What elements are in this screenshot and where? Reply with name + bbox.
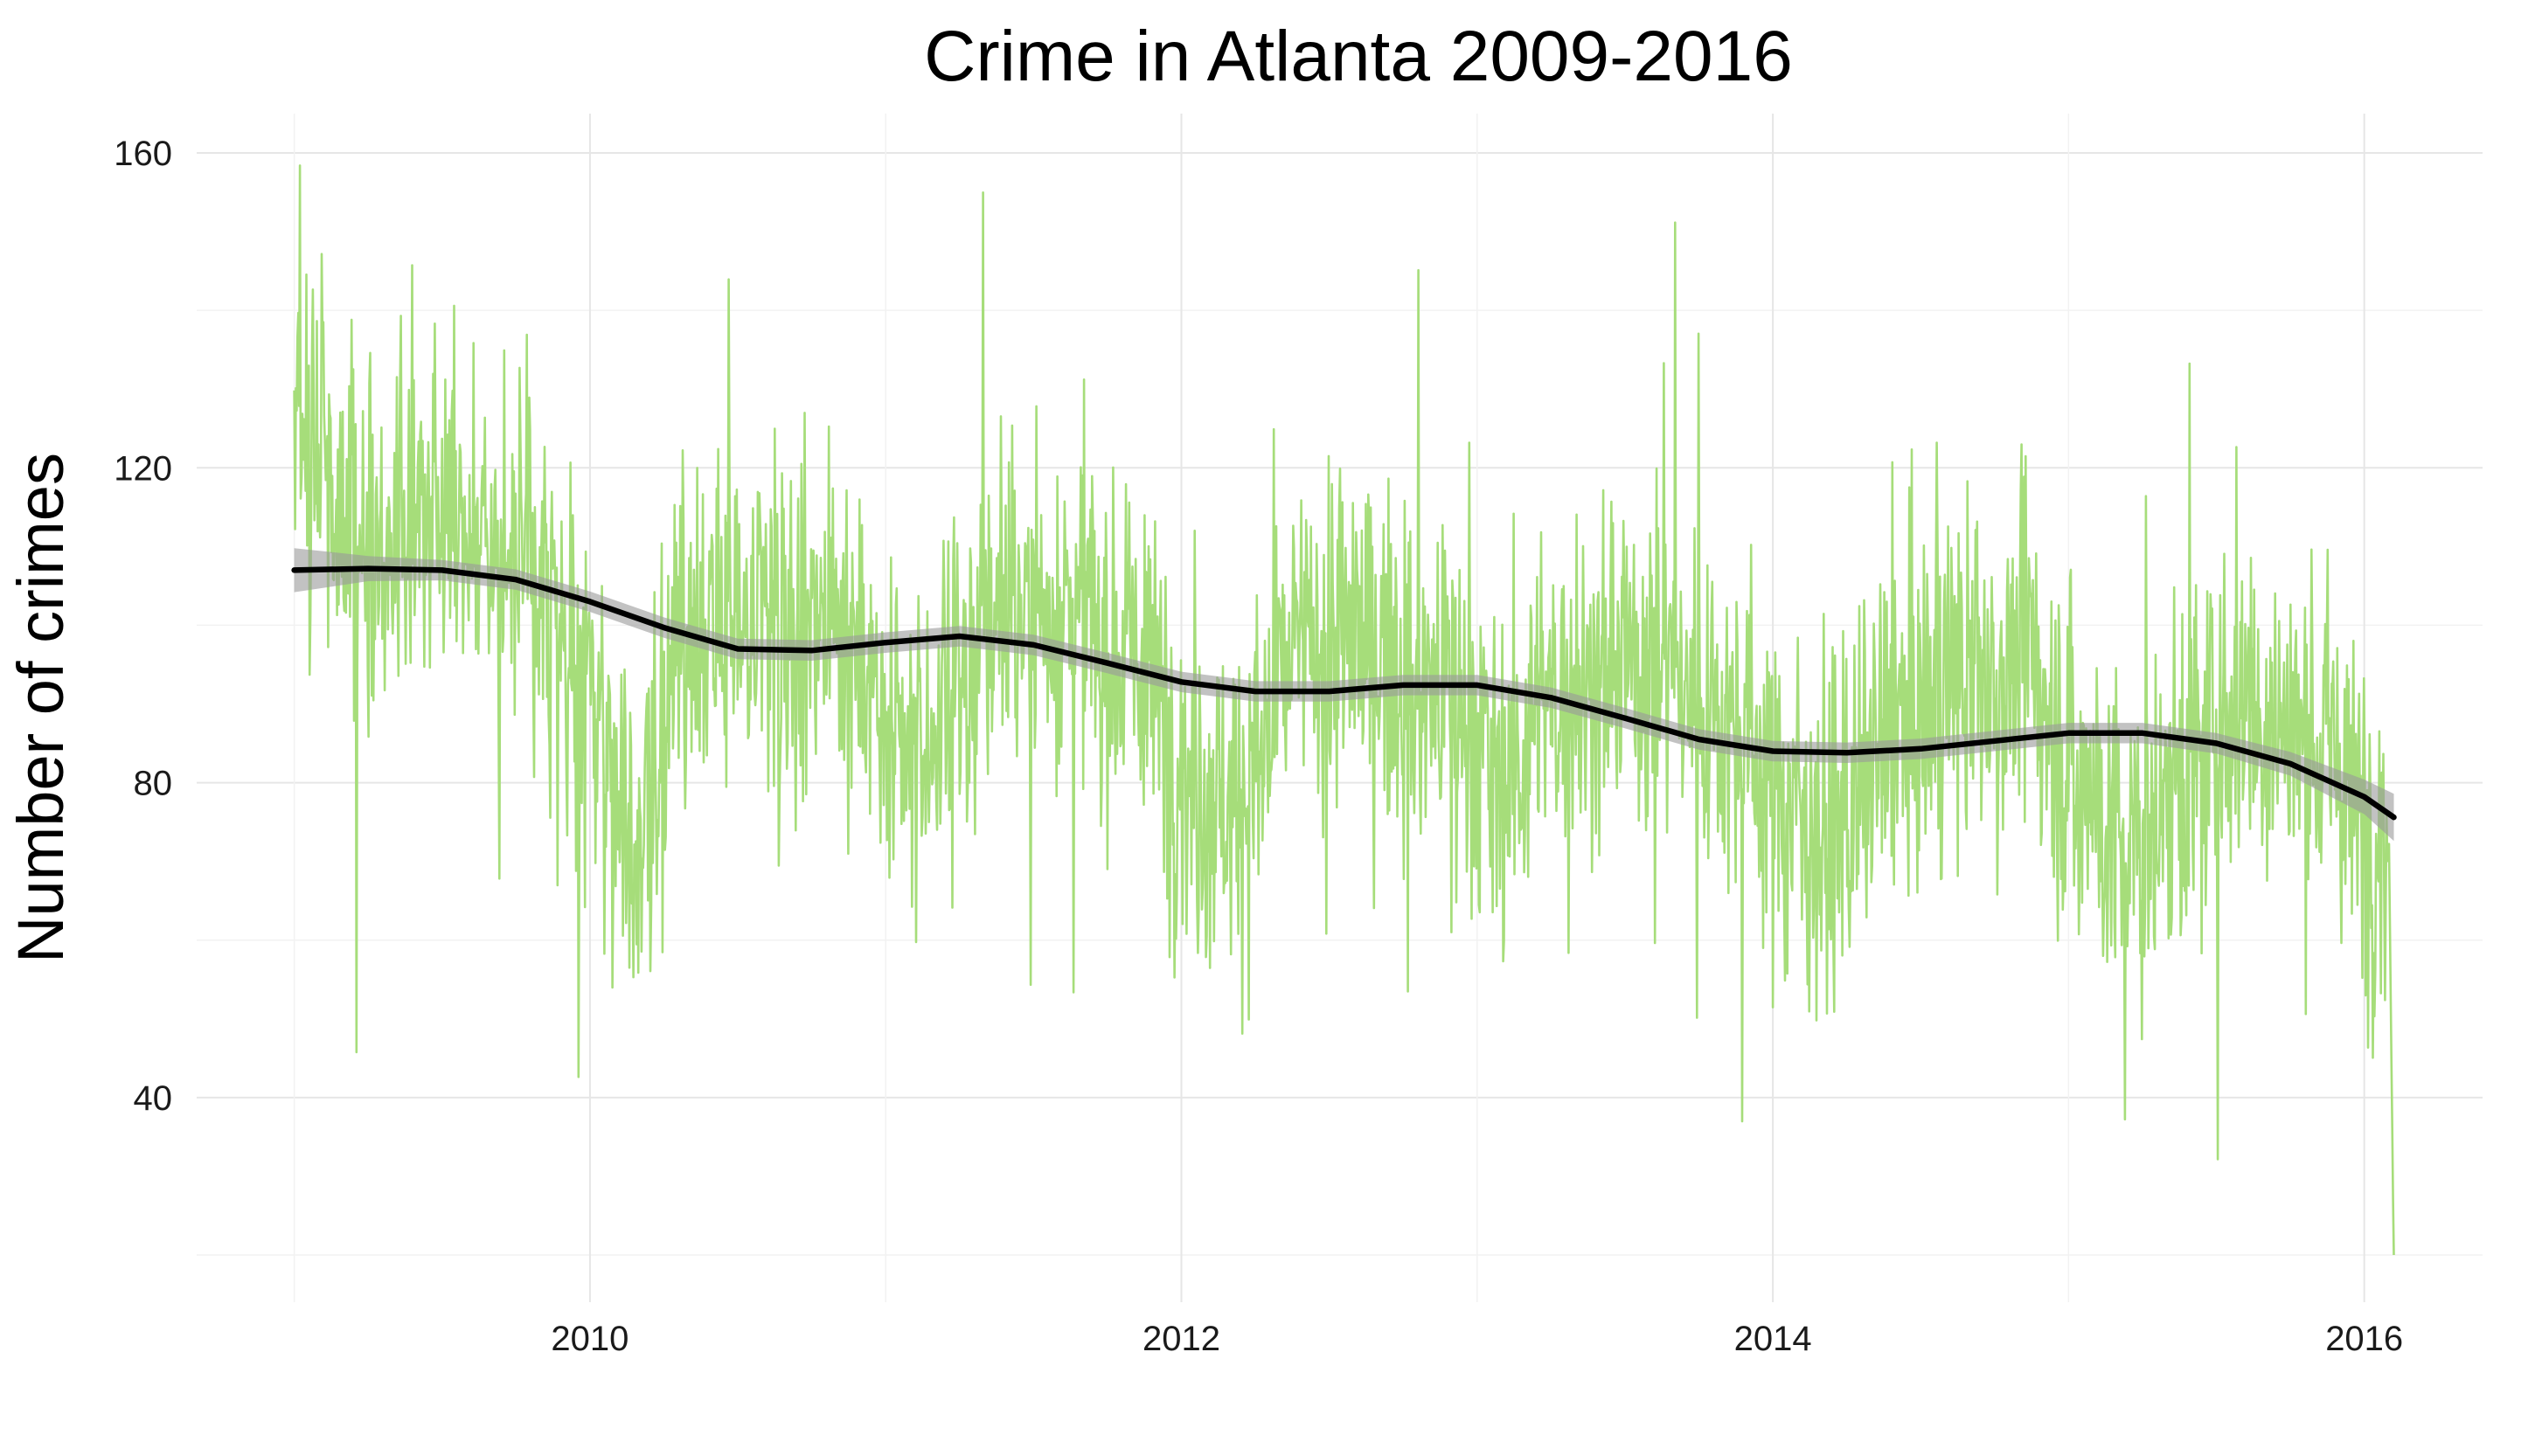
x-tick-label: 2016: [2325, 1320, 2403, 1358]
x-tick-label: 2010: [551, 1320, 629, 1358]
x-axis-ticks: 2010 2012 2014 2016: [551, 1320, 2403, 1358]
y-tick-label: 120: [114, 449, 172, 488]
y-axis-ticks: 40 80 120 160: [114, 135, 172, 1118]
y-axis-label: Number of crimes: [4, 453, 77, 963]
trend-confidence-ribbon: [294, 548, 2394, 842]
y-tick-label: 80: [134, 765, 173, 803]
y-tick-label: 160: [114, 135, 172, 173]
x-tick-label: 2012: [1143, 1320, 1220, 1358]
daily-crime-line: [293, 164, 2395, 1256]
gridlines: [197, 114, 2483, 1302]
chart-title: Crime in Atlanta 2009-2016: [924, 17, 1793, 96]
trend-line: [291, 565, 2397, 821]
x-tick-label: 2014: [1734, 1320, 1812, 1358]
daily-crime-series: [293, 164, 2395, 1256]
y-tick-label: 40: [134, 1079, 173, 1118]
trend-series: [291, 548, 2397, 842]
